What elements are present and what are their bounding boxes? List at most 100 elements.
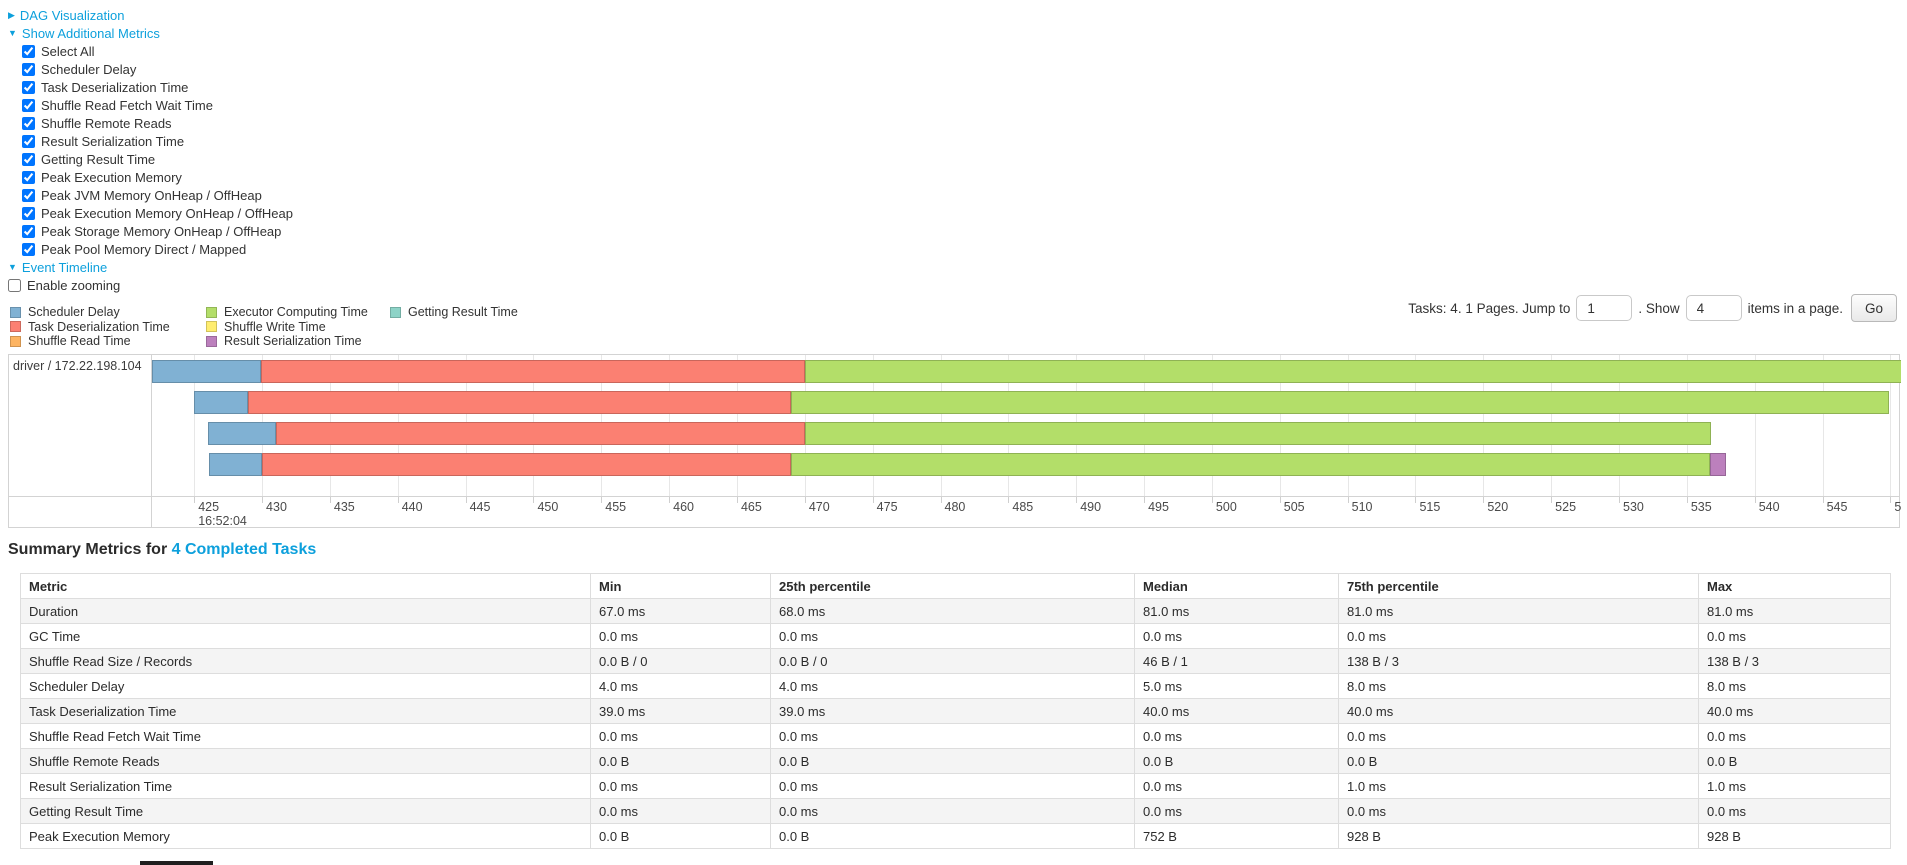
metric-checkbox-label: Scheduler Delay (41, 61, 137, 77)
axis-tick (1483, 496, 1485, 503)
metric-checkbox[interactable] (22, 206, 35, 220)
axis-tick-label: 510 (1351, 500, 1373, 514)
metric-checkbox[interactable] (22, 242, 35, 256)
task-bar-segment-task-deserialization[interactable] (248, 391, 792, 414)
table-row: GC Time 0.0 ms 0.0 ms 0.0 ms 0.0 ms 0.0 ms (20, 623, 1891, 649)
metric-value-cell: 752 B (1134, 823, 1339, 849)
legend-swatch-scheduler-delay (10, 306, 21, 318)
metric-name-cell: GC Time (20, 623, 591, 649)
axis-tick (194, 496, 196, 503)
metric-checkbox[interactable] (22, 44, 35, 58)
metric-value-cell: 0.0 ms (1338, 723, 1699, 749)
legend-swatch-getting-result (390, 306, 401, 318)
metric-checkbox-label: Shuffle Read Fetch Wait Time (41, 97, 213, 113)
axis-tick-label: 460 (673, 500, 694, 514)
completed-tasks-link[interactable]: 4 Completed Tasks (171, 541, 317, 558)
task-bar-segment-executor-computing[interactable] (804, 422, 1712, 445)
legend-item: Shuffle Read Time (10, 334, 206, 349)
axis-tick-label: 535 (1690, 500, 1712, 514)
task-bar-segment-scheduler-delay[interactable] (194, 391, 249, 414)
metric-checkbox-label: Getting Result Time (41, 151, 156, 167)
stage-controls: ▶ DAG Visualization ▼ Show Additional Me… (8, 6, 628, 295)
legend-column: Executor Computing Time Shuffle Write Tim… (206, 305, 390, 349)
metric-checkbox[interactable] (22, 224, 35, 238)
metric-checkbox-label: Peak Pool Memory Direct / Mapped (41, 241, 247, 257)
task-bar-segment-scheduler-delay[interactable] (209, 453, 263, 476)
metric-value-cell: 0.0 ms (1698, 723, 1891, 749)
gridline (1890, 355, 1892, 496)
legend-item: Task Deserialization Time (10, 320, 206, 335)
metric-checkbox[interactable] (22, 80, 35, 94)
caret-down-icon: ▼ (8, 27, 17, 38)
event-timeline-toggle[interactable]: ▼ Event Timeline (8, 258, 628, 276)
metric-value-cell: 5.0 ms (1134, 673, 1339, 699)
task-bar-segment-scheduler-delay[interactable] (207, 422, 276, 445)
legend-label: Shuffle Read Time (28, 334, 131, 349)
axis-tick-label: 505 (1283, 500, 1305, 514)
metric-checkbox[interactable] (22, 62, 35, 76)
metric-value-cell: 0.0 ms (770, 798, 1135, 824)
axis-tick-label: 450 (537, 500, 559, 514)
metric-value-cell: 0.0 ms (590, 798, 771, 824)
enable-zooming-checkbox[interactable] (8, 279, 21, 292)
legend-label: Result Serialization Time (224, 334, 362, 349)
clipped-next-section (140, 861, 213, 865)
metric-checkbox-label: Peak Execution Memory OnHeap / OffHeap (41, 205, 293, 221)
task-bar-segment-task-deserialization[interactable] (262, 453, 792, 476)
go-button[interactable]: Go (1850, 294, 1897, 322)
legend-label: Getting Result Time (408, 305, 518, 320)
metric-value-cell: 4.0 ms (770, 673, 1135, 699)
event-timeline-chart: driver / 172.22.198.104 425 16:52:04 430 43… (8, 354, 1901, 529)
metric-value-cell: 1.0 ms (1698, 773, 1891, 799)
metric-value-cell: 0.0 ms (590, 623, 771, 649)
metrics-checkbox-list: Select All Scheduler Delay Task Deserializ… (8, 42, 628, 258)
task-row (152, 391, 1901, 414)
axis-tick-label: 550 (1894, 500, 1901, 514)
metric-checkbox[interactable] (22, 152, 35, 166)
metric-value-cell: 0.0 B / 0 (590, 648, 771, 674)
task-bar-segment-executor-computing[interactable] (791, 391, 1890, 414)
metric-value-cell: 0.0 ms (770, 623, 1135, 649)
pagination-suffix: items in a page. (1747, 300, 1843, 316)
metric-value-cell: 928 B (1338, 823, 1699, 849)
task-bar-segment-task-deserialization[interactable] (275, 422, 805, 445)
metric-name-cell: Result Serialization Time (20, 773, 591, 799)
dag-visualization-toggle[interactable]: ▶ DAG Visualization (8, 6, 628, 24)
metric-checkbox[interactable] (22, 134, 35, 148)
legend-label: Shuffle Write Time (224, 319, 326, 334)
task-bar-segment-executor-computing[interactable] (804, 360, 1901, 383)
metric-checkbox-label: Select All (41, 43, 95, 59)
metric-checkbox-label: Shuffle Remote Reads (41, 115, 172, 131)
metric-value-cell: 1.0 ms (1338, 773, 1699, 799)
metric-value-cell: 0.0 B (1134, 748, 1339, 774)
metric-value-cell: 138 B / 3 (1698, 648, 1891, 674)
legend-item: Executor Computing Time (206, 305, 390, 320)
axis-tick-label: 430 (266, 500, 287, 514)
task-bar-segment-scheduler-delay[interactable] (152, 360, 261, 383)
metric-checkbox[interactable] (22, 116, 35, 130)
jump-to-page-input[interactable] (1576, 295, 1633, 321)
metric-value-cell: 0.0 B / 0 (770, 648, 1135, 674)
metric-checkbox[interactable] (22, 188, 35, 202)
metric-value-cell: 8.0 ms (1698, 673, 1891, 699)
axis-tick (804, 496, 806, 503)
metric-checkbox[interactable] (22, 98, 35, 112)
task-bar-segment-task-deserialization[interactable] (260, 360, 805, 383)
metric-checkbox[interactable] (22, 170, 35, 184)
axis-tick (1890, 496, 1892, 503)
metric-value-cell: 8.0 ms (1338, 673, 1699, 699)
axis-tick-label: 520 (1487, 500, 1509, 514)
items-per-page-input[interactable] (1685, 295, 1742, 321)
metric-value-cell: 40.0 ms (1134, 698, 1339, 724)
axis-tick (669, 496, 671, 503)
task-bar-segment-result-serialization[interactable] (1709, 453, 1727, 476)
metric-checkbox-row: Select All (8, 42, 628, 60)
axis-tick (533, 496, 535, 503)
task-bar-segment-executor-computing[interactable] (791, 453, 1710, 476)
axis-tick (1415, 496, 1417, 503)
axis-tick (1279, 496, 1281, 503)
show-additional-metrics-toggle[interactable]: ▼ Show Additional Metrics (8, 24, 628, 42)
timeline-plot: 425 16:52:04 430 435 440 445 450 455 460 465 470 47… (152, 355, 1901, 529)
metric-name-cell: Duration (20, 598, 591, 624)
